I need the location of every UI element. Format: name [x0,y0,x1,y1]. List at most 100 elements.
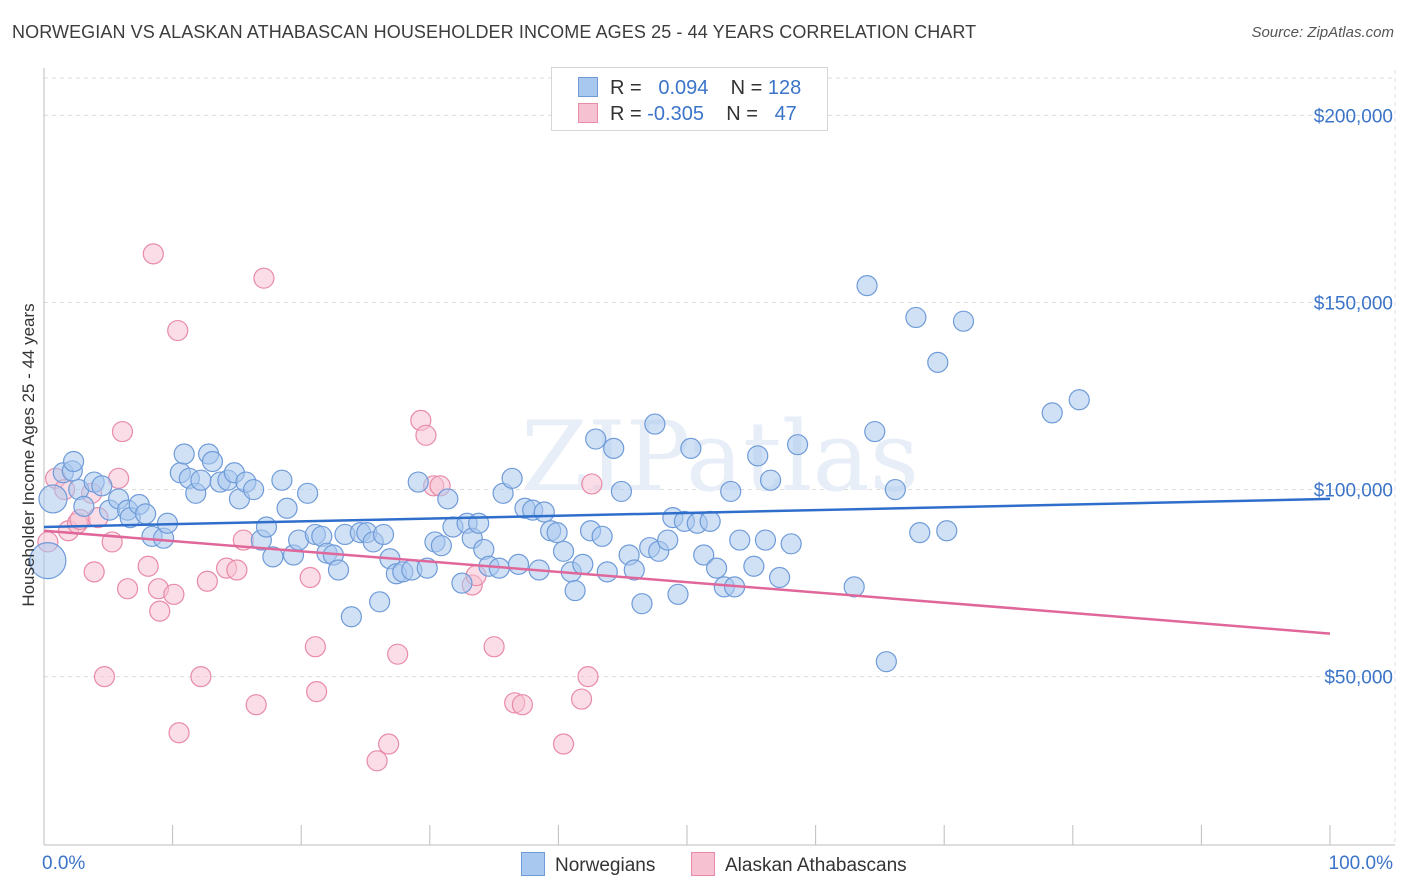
athabascan-point [253,267,275,289]
norwegian-point [693,544,715,566]
norwegian-point [62,450,85,473]
athabascan-point [245,694,267,716]
bottom-legend-label: Alaskan Athabascans [725,855,907,876]
norwegian-point [533,501,555,523]
source-credit: Source: ZipAtlas.com [1251,24,1394,41]
athabascan-point [306,680,328,703]
norwegian-point [201,450,224,473]
athabascan-point [570,688,593,710]
norwegian-point [243,478,265,501]
norwegian-point [552,540,575,562]
athabascan-point [116,578,139,600]
norwegian-point [255,516,278,538]
y-axis-label: Householder Income Ages 25 - 44 years [19,303,38,606]
bottom-legend-swatch-pink [691,852,715,876]
norwegian-point [369,591,391,613]
norwegian-point [780,533,802,555]
norwegian-point [190,469,212,491]
norwegian-point [864,420,886,443]
norwegian-point [73,495,95,517]
norwegian-point [667,583,689,605]
athabascan-trend-line [43,529,1331,635]
axes [43,68,1395,846]
athabascan-point [366,750,388,772]
legend-n-value: 47 [774,103,797,125]
norwegian-point [591,525,613,547]
norwegian-point [729,529,751,551]
norwegian-point [680,437,702,460]
athabascan-point [196,570,218,592]
norwegian-point [905,306,927,329]
norwegian-point [501,467,523,489]
norwegian-point [875,651,897,673]
norwegian-points [29,275,1090,673]
norwegian-point [297,482,319,504]
athabascan-point [163,583,185,605]
norwegian-point [29,542,67,580]
athabascan-point [577,666,599,688]
norwegian-point [747,445,769,467]
norwegian-point [262,546,284,568]
watermark: ZIPatlas [521,401,919,513]
bottom-legend-swatch-blue [521,852,545,876]
norwegian-point [720,480,742,503]
trend-lines [43,497,1331,635]
norwegian-point [372,523,395,546]
norwegian-point [754,529,777,551]
norwegian-point [952,310,975,332]
x-tick-label: 0.0% [42,853,85,874]
legend-n-value: 128 [767,77,802,99]
norwegian-point [1068,389,1090,411]
norwegian-point [705,557,728,579]
correlation-legend: R = 0.094 N = 128 R = -0.305 N = 47 [551,67,828,131]
athabascan-point [304,636,326,658]
norwegian-point [507,553,530,575]
norwegian-point [909,521,931,544]
y-tick-label: $200,000 [1314,106,1393,127]
norwegian-point [572,553,594,575]
norwegian-point [564,579,586,602]
athabascan-point [137,555,159,577]
norwegian-point [884,478,906,501]
athabascan-point [93,666,116,688]
bottom-legend-norwegians: Norwegians [521,852,655,877]
norwegian-trend-line [43,497,1331,529]
norwegian-point [603,437,625,460]
norwegian-point [610,480,633,503]
tick-labels: $50,000 $100,000 $150,000 $200,000 0.0% 100.0… [42,106,1393,874]
athabascan-point [142,243,164,265]
norwegian-point [430,535,452,557]
athabascan-point [387,643,409,665]
legend-r-label: R = [610,103,642,125]
chart-title: NORWEGIAN VS ALASKAN ATHABASCAN HOUSEHOL… [12,22,977,42]
norwegian-point [759,469,782,491]
norwegian-point [699,510,721,532]
norwegian-point [134,503,157,525]
athabascan-point [511,694,533,716]
athabascan-point [149,600,171,622]
norwegian-point [327,559,350,581]
norwegian-point [843,576,865,598]
y-tick-label: $50,000 [1324,668,1393,689]
athabascan-point [83,561,105,583]
legend-r-value: 0.094 [658,77,709,99]
norwegian-point [407,471,429,493]
athabascan-point [190,666,212,688]
bottom-legend-athabascans: Alaskan Athabascans [691,852,907,877]
norwegian-point [38,484,68,514]
legend-r-label: R = [610,77,642,99]
norwegian-point [546,521,568,544]
athabascan-point [299,566,321,589]
athabascan-point [111,420,134,443]
norwegian-point [596,561,618,583]
norwegian-point [276,497,298,519]
norwegian-point [91,475,113,497]
athabascan-point [167,319,189,342]
athabascan-point [552,733,575,755]
norwegian-point [1041,402,1063,424]
norwegian-point [173,443,195,465]
bottom-legend-label: Norwegians [555,855,656,876]
norwegian-point [585,428,607,450]
norwegian-point [743,555,765,577]
